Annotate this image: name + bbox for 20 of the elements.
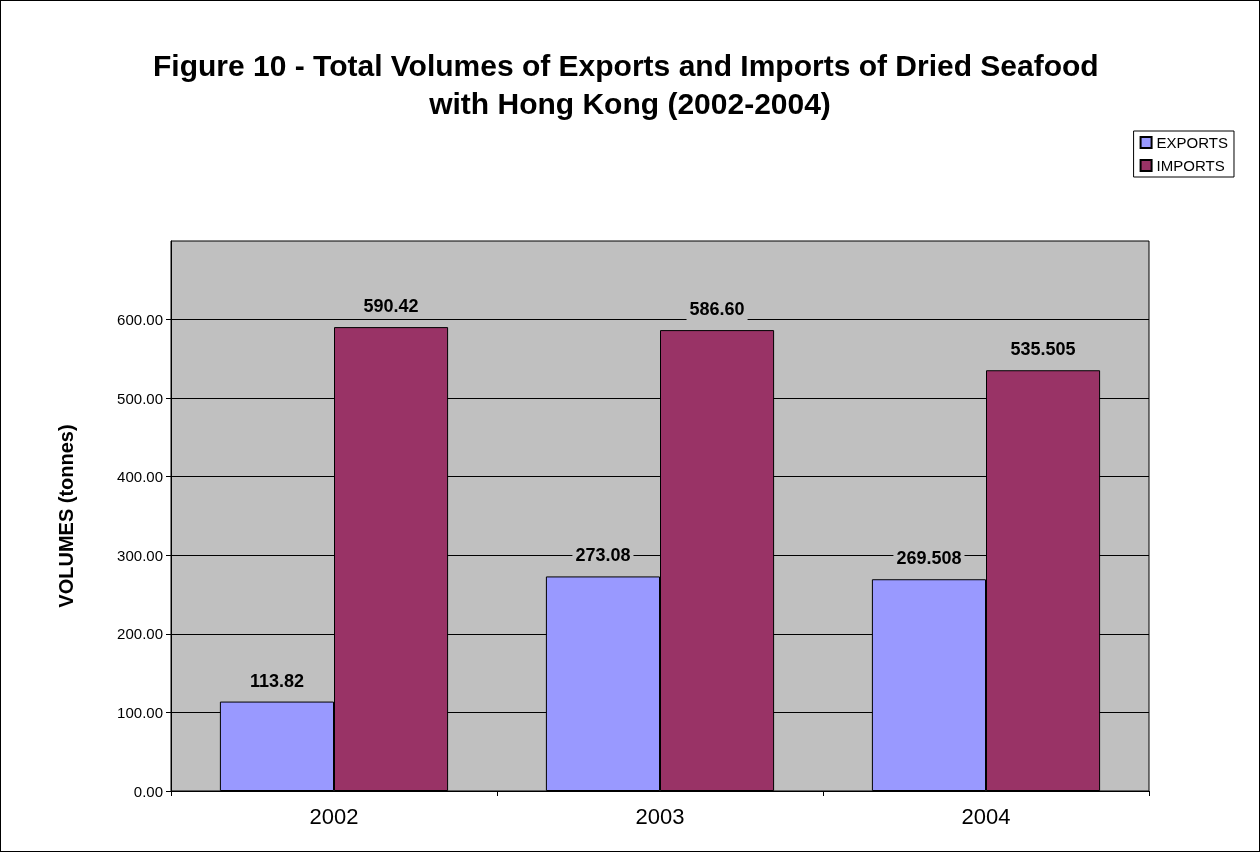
data-label: 535.505 — [1010, 339, 1076, 360]
y-tick-label: 0.00 — [133, 782, 163, 800]
y-tick-label: 100.00 — [117, 703, 163, 721]
y-axis-title: VOLUMES (tonnes) — [55, 424, 77, 608]
legend-label: IMPORTS — [1156, 157, 1225, 174]
y-tick-label: 200.00 — [117, 625, 163, 643]
data-label: 113.82 — [249, 670, 304, 691]
y-tick-label: 300.00 — [117, 546, 163, 564]
y-tick-label: 400.00 — [117, 468, 163, 486]
data-label: 586.60 — [689, 299, 745, 320]
chart-title: Figure 10 - Total Volumes of Exports and Imports of Dried Seafood with Hong Kong (2002-2004) — [153, 48, 1107, 120]
data-label: 269.508 — [896, 548, 962, 569]
data-label: 273.08 — [575, 545, 631, 566]
legend-label: EXPORTS — [1156, 134, 1229, 151]
x-tick-label: 2002 — [309, 803, 359, 829]
y-tick-label: 500.00 — [117, 389, 163, 407]
y-tick-label: 600.00 — [117, 311, 163, 329]
x-tick-label: 2003 — [635, 803, 685, 829]
x-tick-label: 2004 — [961, 803, 1011, 829]
data-label: 590.42 — [363, 296, 419, 317]
